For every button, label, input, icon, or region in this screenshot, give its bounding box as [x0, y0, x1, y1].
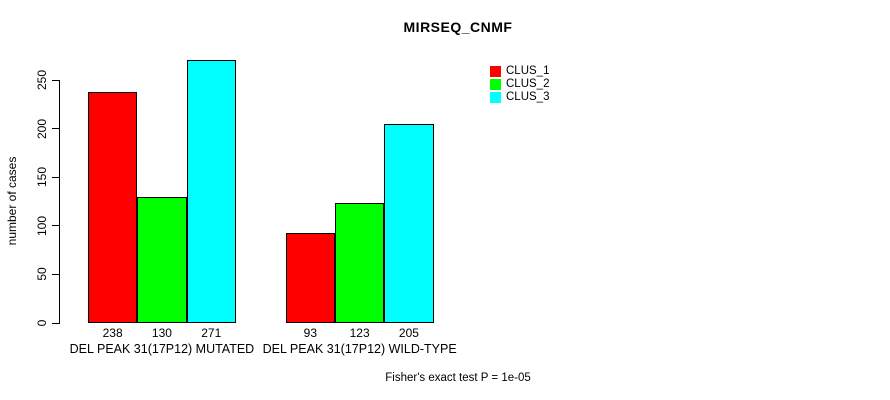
x-group-label: DEL PEAK 31(17P12) WILD-TYPE: [262, 342, 457, 356]
legend-item: CLUS_1: [490, 65, 549, 78]
y-axis-tick-label: 50: [35, 267, 49, 282]
y-axis-tick-label: 0: [35, 319, 49, 327]
bar-clus_2-group2: [335, 203, 385, 323]
legend-item: CLUS_2: [490, 78, 549, 91]
y-axis-tick: [52, 79, 59, 81]
legend-label: CLUS_1: [506, 65, 550, 77]
y-axis-tick: [52, 176, 59, 178]
bar-value-label: 205: [398, 326, 419, 340]
y-axis-tick-label: 150: [35, 167, 49, 188]
bar-value-label: 130: [151, 326, 172, 340]
y-axis-tick: [52, 273, 59, 275]
legend-item: CLUS_3: [490, 91, 549, 104]
legend-swatch: [490, 79, 501, 90]
y-axis-tick: [52, 225, 59, 227]
y-axis-tick-label: 250: [35, 69, 49, 91]
legend: CLUS_1 CLUS_2 CLUS_3: [490, 65, 549, 104]
bar-value-label: 238: [102, 326, 123, 340]
footer-annotation: Fisher's exact test P = 1e-05: [385, 372, 531, 384]
y-axis-tick-label: 100: [35, 215, 49, 236]
bar-clus_3-group1: [186, 59, 236, 323]
bar-value-label: 123: [349, 326, 370, 340]
x-group-label: DEL PEAK 31(17P12) MUTATED: [69, 342, 255, 356]
chart-title: MIRSEQ_CNMF: [403, 19, 513, 35]
y-axis-tick: [52, 322, 59, 324]
y-axis-tick: [52, 128, 59, 130]
bar-clus_2-group1: [137, 196, 187, 323]
legend-label: CLUS_2: [506, 78, 550, 90]
legend-swatch: [490, 92, 501, 103]
y-axis-tick-label: 200: [35, 118, 49, 139]
bar-clus_3-group2: [384, 123, 434, 323]
bar-value-label: 93: [303, 326, 318, 340]
bar-clus_1-group1: [88, 91, 138, 323]
legend-label: CLUS_3: [506, 91, 550, 103]
y-axis-label: number of cases: [5, 156, 19, 246]
bar-clus_1-group2: [285, 232, 335, 323]
y-axis-line: [59, 80, 60, 324]
bar-value-label: 271: [201, 326, 222, 340]
legend-swatch: [490, 66, 501, 77]
